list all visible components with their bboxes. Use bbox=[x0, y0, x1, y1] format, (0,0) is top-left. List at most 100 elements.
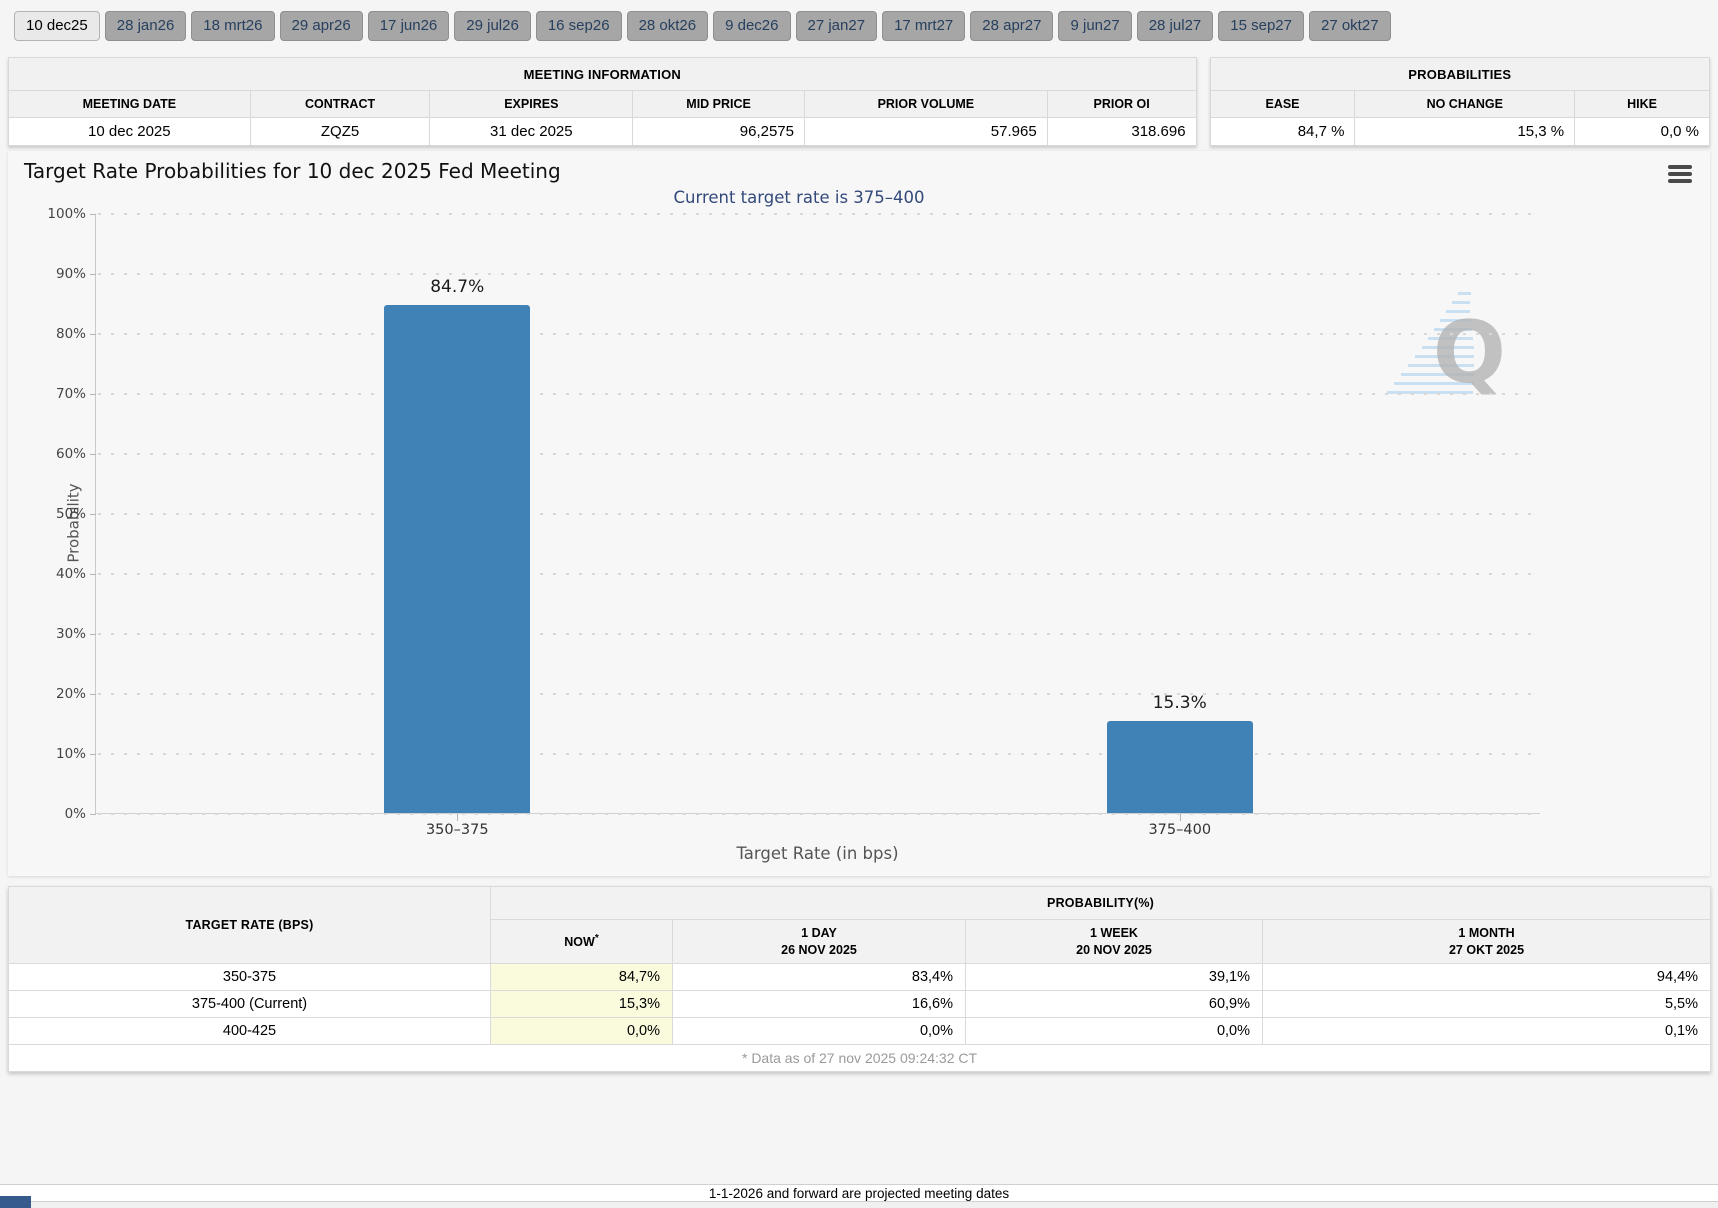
y-tick-label-80: 80% bbox=[55, 326, 86, 342]
col-header-expires: EXPIRES bbox=[429, 90, 634, 118]
tab-27-okt27[interactable]: 27 okt27 bbox=[1308, 11, 1391, 41]
probability-bar-350–375[interactable] bbox=[384, 305, 531, 813]
gridline-10 bbox=[98, 753, 1540, 755]
gridline-80 bbox=[98, 333, 1540, 335]
gridline-20 bbox=[98, 693, 1540, 695]
header-target-rate-bps: TARGET RATE (BPS) bbox=[8, 886, 491, 964]
tab-28-okt26[interactable]: 28 okt26 bbox=[626, 11, 709, 41]
one-week-cell: 0,0% bbox=[965, 1017, 1263, 1045]
x-axis-title: Target Rate (in bps) bbox=[736, 844, 899, 863]
target-rate-cell: 350-375 bbox=[8, 963, 491, 991]
prior-volume-value: 57.965 bbox=[804, 117, 1048, 146]
y-tick-label-90: 90% bbox=[55, 266, 86, 282]
probability-bar-375–400[interactable] bbox=[1106, 721, 1253, 813]
hike-value: 0,0 % bbox=[1574, 117, 1710, 146]
tab-17-jun26[interactable]: 17 jun26 bbox=[367, 11, 450, 41]
col-header-meeting-date: MEETING DATE bbox=[8, 90, 251, 118]
tab-27-jan27[interactable]: 27 jan27 bbox=[795, 11, 878, 41]
one-month-cell: 5,5% bbox=[1261, 990, 1712, 1018]
now-asterisk: * bbox=[594, 932, 599, 944]
tab-16-sep26[interactable]: 16 sep26 bbox=[535, 11, 622, 41]
col-header-prior-oi: PRIOR OI bbox=[1046, 90, 1197, 118]
mid-price-value: 96,2575 bbox=[632, 117, 805, 146]
y-tick-mark bbox=[90, 754, 96, 755]
gridline-30 bbox=[98, 633, 1540, 635]
col-header-hike: HIKE bbox=[1574, 90, 1710, 118]
tab-28-jul27[interactable]: 28 jul27 bbox=[1136, 11, 1214, 41]
now-cell: 0,0% bbox=[490, 1017, 673, 1045]
gridline-40 bbox=[98, 573, 1540, 575]
x-tick-label-350–375: 350–375 bbox=[425, 822, 489, 838]
y-tick-label-30: 30% bbox=[55, 626, 86, 642]
table-row-375-400-current: 375-400 (Current) 15,3% 16,6% 60,9% 5,5% bbox=[8, 990, 1712, 1018]
one-month-cell: 0,1% bbox=[1261, 1017, 1712, 1045]
y-tick-mark bbox=[90, 214, 96, 215]
tab-15-sep27[interactable]: 15 sep27 bbox=[1218, 11, 1304, 41]
top-summary-row: MEETING INFORMATION MEETING DATE CONTRAC… bbox=[0, 46, 1718, 146]
y-tick-label-20: 20% bbox=[55, 686, 86, 702]
tab-28-apr27[interactable]: 28 apr27 bbox=[970, 11, 1054, 41]
one-day-cell: 0,0% bbox=[672, 1017, 966, 1045]
now-cell: 84,7% bbox=[490, 963, 673, 991]
one-day-cell: 16,6% bbox=[672, 990, 966, 1018]
x-tick-label-375–400: 375–400 bbox=[1148, 822, 1212, 838]
target-rate-cell: 400-425 bbox=[8, 1017, 491, 1045]
tab-29-apr26[interactable]: 29 apr26 bbox=[279, 11, 363, 41]
probabilities-summary-row: 84,7 % 15,3 % 0,0 % bbox=[1209, 117, 1710, 146]
target-rate-cell: 375-400 (Current) bbox=[8, 990, 491, 1018]
probabilities-summary-table: PROBABILITIES EASE NO CHANGE HIKE 84,7 %… bbox=[1209, 57, 1711, 146]
x-tick-mark bbox=[1179, 814, 1181, 821]
tab-18-mrt26[interactable]: 18 mrt26 bbox=[191, 11, 275, 41]
chart-title: Target Rate Probabilities for 10 dec 202… bbox=[24, 159, 561, 183]
gridline-50 bbox=[98, 513, 1540, 515]
gridline-100 bbox=[98, 213, 1540, 215]
meeting-information-table: MEETING INFORMATION MEETING DATE CONTRAC… bbox=[8, 57, 1197, 146]
meeting-date-value: 10 dec 2025 bbox=[8, 117, 251, 146]
tab-29-jul26[interactable]: 29 jul26 bbox=[454, 11, 531, 41]
tab-17-mrt27[interactable]: 17 mrt27 bbox=[882, 11, 966, 41]
y-tick-mark bbox=[90, 694, 96, 695]
header-now: NOW* bbox=[490, 919, 673, 964]
bar-value-label: 15.3% bbox=[1152, 693, 1207, 713]
gridline-70 bbox=[98, 393, 1540, 395]
col-header-no-change: NO CHANGE bbox=[1354, 90, 1576, 118]
y-tick-mark bbox=[90, 274, 96, 275]
y-tick-mark bbox=[90, 394, 96, 395]
header-1-month: 1 MONTH 27 OKT 2025 bbox=[1261, 919, 1712, 964]
one-week-cell: 60,9% bbox=[965, 990, 1263, 1018]
gridline-60 bbox=[98, 453, 1540, 455]
chart-subtitle: Current target rate is 375–400 bbox=[673, 188, 925, 207]
one-day-cell: 83,4% bbox=[672, 963, 966, 991]
header-probability-pct: PROBABILITY(%) bbox=[489, 886, 1712, 920]
y-axis-title: Probability bbox=[64, 482, 83, 563]
watermark-q-letter: Q bbox=[1432, 303, 1506, 403]
y-tick-label-100: 100% bbox=[47, 206, 86, 222]
y-tick-mark bbox=[90, 454, 96, 455]
no-change-value: 15,3 % bbox=[1354, 117, 1576, 146]
y-tick-mark bbox=[90, 634, 96, 635]
tab-9-jun27[interactable]: 9 jun27 bbox=[1058, 11, 1132, 41]
meeting-date-tabbar: 10 dec25 28 jan26 18 mrt26 29 apr26 17 jun26… bbox=[0, 0, 1718, 46]
probability-history-table: TARGET RATE (BPS) PROBABILITY(%) NOW* 1 … bbox=[7, 886, 1712, 1072]
tab-10-dec25[interactable]: 10 dec25 bbox=[14, 11, 100, 41]
y-tick-label-40: 40% bbox=[55, 566, 86, 582]
bar-value-label: 84.7% bbox=[430, 277, 485, 297]
col-header-ease: EASE bbox=[1209, 90, 1356, 118]
tab-28-jan26[interactable]: 28 jan26 bbox=[104, 11, 187, 41]
tab-9-dec26[interactable]: 9 dec26 bbox=[713, 11, 791, 41]
gridline-90 bbox=[98, 273, 1540, 275]
probabilities-title: PROBABILITIES bbox=[1209, 57, 1711, 91]
chart-plot-area: Probability Q 0% 10 bbox=[47, 206, 1540, 838]
chart-menu-hamburger-icon[interactable] bbox=[1668, 165, 1692, 186]
bottom-left-blue-box bbox=[0, 1196, 31, 1208]
target-rate-chart-panel: Target Rate Probabilities for 10 dec 202… bbox=[8, 151, 1710, 876]
table-footnote-row: * Data as of 27 nov 2025 09:24:32 CT bbox=[7, 1044, 1712, 1072]
y-tick-label-0: 0% bbox=[64, 806, 86, 822]
bottom-band bbox=[0, 1202, 1718, 1208]
y-tick-mark bbox=[90, 814, 96, 815]
now-cell: 15,3% bbox=[490, 990, 673, 1018]
y-tick-mark bbox=[90, 574, 96, 575]
y-tick-mark bbox=[90, 334, 96, 335]
bar-group-350–375: 84.7% bbox=[357, 277, 557, 813]
y-tick-label-50: 50% bbox=[55, 506, 86, 522]
